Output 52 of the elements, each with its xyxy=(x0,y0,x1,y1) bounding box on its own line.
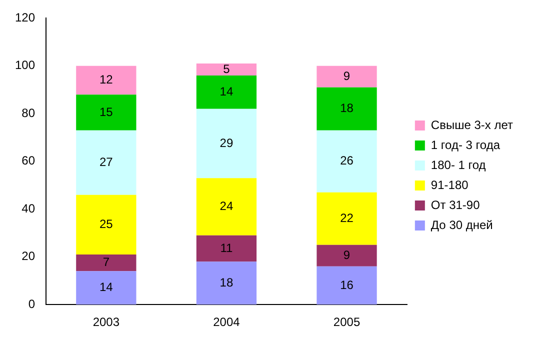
bar xyxy=(316,266,377,305)
data-label: 11 xyxy=(220,240,234,255)
data-label: 29 xyxy=(220,136,234,150)
data-label: 27 xyxy=(99,154,114,169)
bar xyxy=(316,192,377,245)
data-label: 24 xyxy=(220,199,234,214)
data-label: 16 xyxy=(340,278,354,292)
data-label: 26 xyxy=(340,154,354,168)
bar xyxy=(316,66,377,88)
data-label: 22 xyxy=(340,210,354,225)
data-label: 9 xyxy=(343,248,350,262)
data-label: 14 xyxy=(220,84,234,98)
bar xyxy=(76,130,136,195)
bar xyxy=(196,178,257,236)
y-tick-label: 20 xyxy=(22,249,36,264)
bar xyxy=(316,130,377,192)
bar xyxy=(76,94,136,130)
bar xyxy=(316,87,377,130)
x-tick-label: 2003 xyxy=(92,315,120,330)
data-label: 15 xyxy=(99,104,114,119)
y-tick-label: 60 xyxy=(22,154,36,168)
x-tick-label: 2004 xyxy=(213,315,240,330)
y-tick-label: 80 xyxy=(22,106,36,120)
legend-label: От 31-90 xyxy=(430,198,480,212)
legend-label: 91-180 xyxy=(430,178,469,192)
data-label: 25 xyxy=(99,216,114,231)
bar xyxy=(196,75,257,109)
data-label: 9 xyxy=(343,68,350,83)
bar xyxy=(196,235,257,262)
y-tick-label: 120 xyxy=(14,10,36,25)
x-tick-label: 2005 xyxy=(333,315,360,330)
bar xyxy=(196,262,257,305)
legend-label: 1 год- 3 года xyxy=(430,138,500,152)
bar xyxy=(76,66,136,95)
y-tick-label: 0 xyxy=(28,296,36,311)
data-label: 18 xyxy=(340,101,354,116)
data-label: 5 xyxy=(223,62,230,76)
data-label: 18 xyxy=(220,275,234,290)
bar xyxy=(196,108,257,178)
legend-label: До 30 дней xyxy=(430,218,493,232)
data-label: 7 xyxy=(102,255,110,270)
bar xyxy=(76,271,136,305)
legend-label: 180- 1 год xyxy=(430,158,486,172)
data-label: 14 xyxy=(99,280,114,294)
y-tick-label: 100 xyxy=(14,58,36,72)
legend-label: Свыше 3-х лет xyxy=(430,118,514,132)
bar xyxy=(316,244,377,266)
bar xyxy=(76,254,136,272)
data-label: 12 xyxy=(99,72,114,87)
bar xyxy=(196,64,257,76)
bar xyxy=(76,194,136,254)
y-tick-label: 40 xyxy=(22,201,36,216)
